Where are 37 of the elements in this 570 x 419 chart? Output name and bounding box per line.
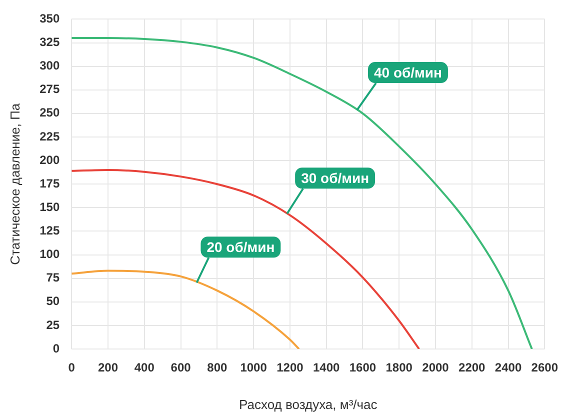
text: 40 об/мин — [374, 64, 442, 80]
line-series — [72, 270, 300, 349]
y-tick-label: 75 — [46, 270, 60, 285]
x-tick-label: 400 — [134, 360, 155, 375]
x-tick-label: 1600 — [349, 360, 376, 375]
x-tick-label: 1200 — [276, 360, 304, 375]
x-tick-label: 1000 — [240, 360, 268, 375]
y-tick-label: 225 — [40, 129, 60, 144]
y-tick-label: 25 — [46, 318, 60, 332]
line-series — [72, 37, 533, 349]
x-tick-label: 1800 — [386, 360, 413, 375]
y-tick-label: 150 — [40, 200, 60, 214]
text: 20 об/мин — [206, 238, 275, 255]
y-tick-label: 100 — [40, 247, 60, 262]
x-tick-label: 2200 — [458, 360, 486, 375]
x-tick-label: 200 — [98, 360, 118, 375]
x-tick-label: 2400 — [494, 360, 522, 375]
text: 30 об/мин — [301, 170, 370, 186]
x-tick-label: 2600 — [531, 360, 558, 375]
y-tick-label: 325 — [40, 35, 60, 50]
x-tick-label: 600 — [170, 360, 192, 375]
y-tick-label: 200 — [40, 152, 60, 167]
x-tick-label: 800 — [207, 360, 228, 375]
y-axis-title: Статическое давление, Па — [7, 102, 22, 265]
y-tick-label: 300 — [40, 58, 60, 73]
y-tick-label: 250 — [40, 106, 60, 120]
y-tick-label: 350 — [40, 12, 60, 26]
y-tick-label: 275 — [40, 82, 60, 96]
line-series — [72, 168, 420, 349]
x-tick-label: 1400 — [312, 360, 340, 375]
x-tick-label: 0 — [68, 360, 76, 375]
y-tick-label: 50 — [46, 294, 60, 308]
y-tick-label: 0 — [52, 341, 60, 356]
y-tick-label: 125 — [40, 224, 60, 238]
x-axis-title: Расход воздуха, м³/час — [239, 396, 378, 412]
y-tick-label: 175 — [40, 176, 60, 190]
x-tick-label: 2000 — [422, 360, 450, 375]
